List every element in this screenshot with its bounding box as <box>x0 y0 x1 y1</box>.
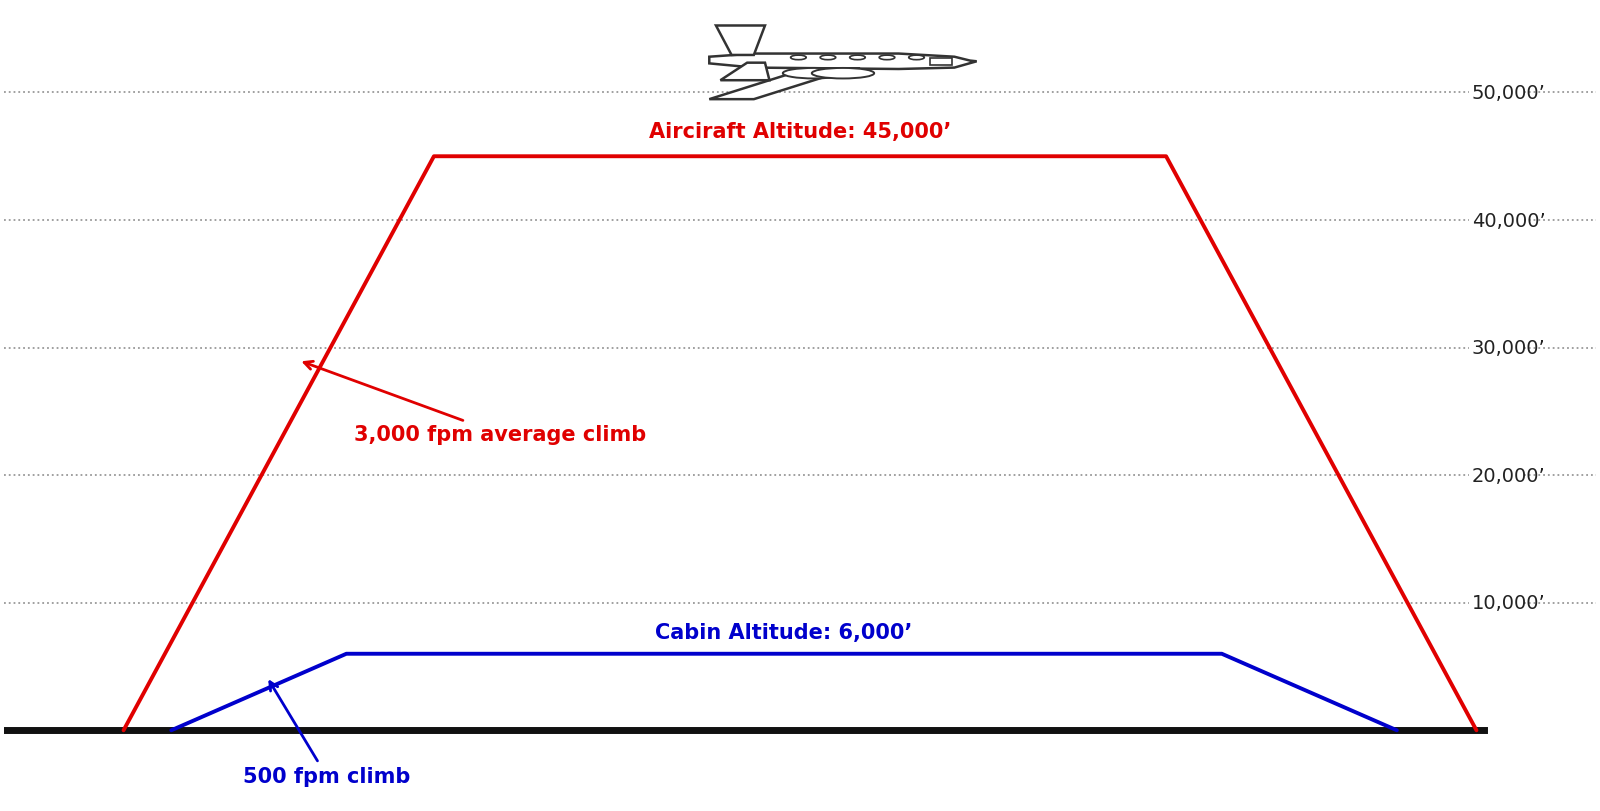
Polygon shape <box>709 65 866 100</box>
Ellipse shape <box>821 56 835 61</box>
Text: 30,000’: 30,000’ <box>1472 339 1546 358</box>
Polygon shape <box>821 68 859 77</box>
Text: 50,000’: 50,000’ <box>1472 84 1546 103</box>
Ellipse shape <box>790 56 806 61</box>
Text: Airciraft Altitude: 45,000’: Airciraft Altitude: 45,000’ <box>650 122 950 142</box>
Polygon shape <box>930 59 952 67</box>
Text: 3,000 fpm average climb: 3,000 fpm average climb <box>304 362 646 444</box>
Polygon shape <box>709 54 976 70</box>
Text: 40,000’: 40,000’ <box>1472 212 1546 230</box>
Polygon shape <box>720 63 770 81</box>
Ellipse shape <box>782 69 845 79</box>
Text: 10,000’: 10,000’ <box>1472 594 1546 612</box>
Ellipse shape <box>909 56 925 61</box>
Polygon shape <box>715 27 765 56</box>
Ellipse shape <box>850 56 866 61</box>
Ellipse shape <box>811 69 874 79</box>
Text: 20,000’: 20,000’ <box>1472 466 1546 485</box>
Text: Cabin Altitude: 6,000’: Cabin Altitude: 6,000’ <box>656 623 912 642</box>
Ellipse shape <box>878 56 894 61</box>
Text: 500 fpm climb: 500 fpm climb <box>243 682 410 786</box>
